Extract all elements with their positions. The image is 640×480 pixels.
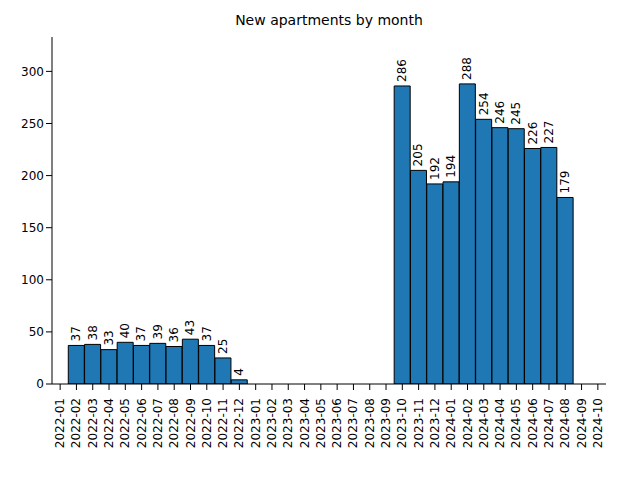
svg-text:2023-05: 2023-05 [314, 398, 328, 448]
svg-text:36: 36 [167, 327, 181, 342]
svg-text:2023-01: 2023-01 [249, 398, 263, 448]
svg-text:2023-07: 2023-07 [346, 398, 360, 448]
svg-text:38: 38 [86, 325, 100, 340]
svg-text:40: 40 [118, 323, 132, 338]
svg-text:2022-09: 2022-09 [184, 398, 198, 448]
svg-text:288: 288 [460, 57, 474, 80]
svg-text:286: 286 [395, 59, 409, 82]
svg-text:33: 33 [102, 330, 116, 345]
svg-text:2024-08: 2024-08 [558, 398, 572, 448]
svg-text:205: 205 [411, 143, 425, 166]
svg-text:0: 0 [36, 377, 44, 391]
svg-text:2022-06: 2022-06 [135, 398, 149, 448]
svg-text:2024-02: 2024-02 [461, 398, 475, 448]
svg-text:2022-10: 2022-10 [200, 398, 214, 448]
svg-text:192: 192 [428, 157, 442, 180]
svg-text:2022-07: 2022-07 [151, 398, 165, 448]
svg-text:43: 43 [183, 320, 197, 335]
svg-text:2023-09: 2023-09 [379, 398, 393, 448]
svg-text:2022-08: 2022-08 [167, 398, 181, 448]
svg-text:2022-11: 2022-11 [216, 398, 230, 448]
svg-text:37: 37 [200, 326, 214, 341]
svg-text:254: 254 [477, 92, 491, 115]
svg-text:37: 37 [69, 326, 83, 341]
svg-text:246: 246 [493, 101, 507, 124]
svg-text:179: 179 [558, 171, 572, 194]
svg-text:39: 39 [151, 324, 165, 339]
svg-text:2023-04: 2023-04 [298, 398, 312, 448]
svg-text:300: 300 [21, 65, 44, 79]
svg-text:227: 227 [542, 121, 556, 144]
svg-text:2024-04: 2024-04 [493, 398, 507, 448]
svg-text:37: 37 [134, 326, 148, 341]
svg-text:2024-06: 2024-06 [526, 398, 540, 448]
svg-text:2024-07: 2024-07 [542, 398, 556, 448]
svg-text:4: 4 [232, 368, 246, 376]
svg-text:2023-08: 2023-08 [363, 398, 377, 448]
svg-text:2023-12: 2023-12 [428, 398, 442, 448]
svg-text:250: 250 [21, 117, 44, 131]
svg-text:50: 50 [29, 325, 44, 339]
html-text:New apartments by month: New apartments by month [235, 12, 423, 28]
svg-text:2023-06: 2023-06 [330, 398, 344, 448]
svg-text:2023-11: 2023-11 [412, 398, 426, 448]
svg-text:2022-01: 2022-01 [53, 398, 67, 448]
svg-text:2022-05: 2022-05 [118, 398, 132, 448]
svg-text:2023-02: 2023-02 [265, 398, 279, 448]
svg-text:226: 226 [526, 122, 540, 145]
svg-text:200: 200 [21, 169, 44, 183]
svg-text:2024-01: 2024-01 [444, 398, 458, 448]
svg-text:2024-09: 2024-09 [575, 398, 589, 448]
svg-text:2022-03: 2022-03 [86, 398, 100, 448]
svg-text:25: 25 [216, 339, 230, 354]
svg-text:2024-03: 2024-03 [477, 398, 491, 448]
svg-text:2022-04: 2022-04 [102, 398, 116, 448]
svg-text:194: 194 [444, 155, 458, 178]
svg-text:100: 100 [21, 273, 44, 287]
svg-text:2023-10: 2023-10 [395, 398, 409, 448]
svg-text:2023-03: 2023-03 [281, 398, 295, 448]
svg-text:2024-05: 2024-05 [509, 398, 523, 448]
svg-text:150: 150 [21, 221, 44, 235]
svg-text:2022-02: 2022-02 [69, 398, 83, 448]
svg-text:2024-10: 2024-10 [591, 398, 605, 448]
svg-text:2022-12: 2022-12 [232, 398, 246, 448]
svg-text:245: 245 [509, 102, 523, 125]
